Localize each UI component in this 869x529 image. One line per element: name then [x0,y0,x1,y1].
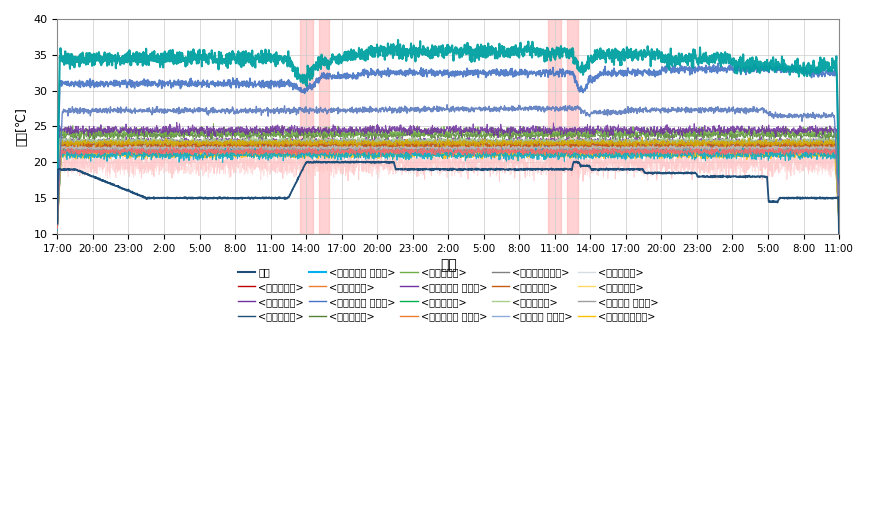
Bar [567,19,578,234]
Bar [319,19,329,234]
Bar [548,19,561,234]
Bar [300,19,313,234]
Y-axis label: 온도[℃]: 온도[℃] [15,107,28,146]
X-axis label: 시간: 시간 [440,258,456,272]
Legend: 외기, <설비구우벽>, <설비구천장>, <설비구바닥>, <설비구난방 공급관>, <설비구좌벽>, <설비구난방 환수관>, <전력구천장>, <전력구우: 외기, <설비구우벽>, <설비구천장>, <설비구바닥>, <설비구난방 공급… [235,265,660,324]
